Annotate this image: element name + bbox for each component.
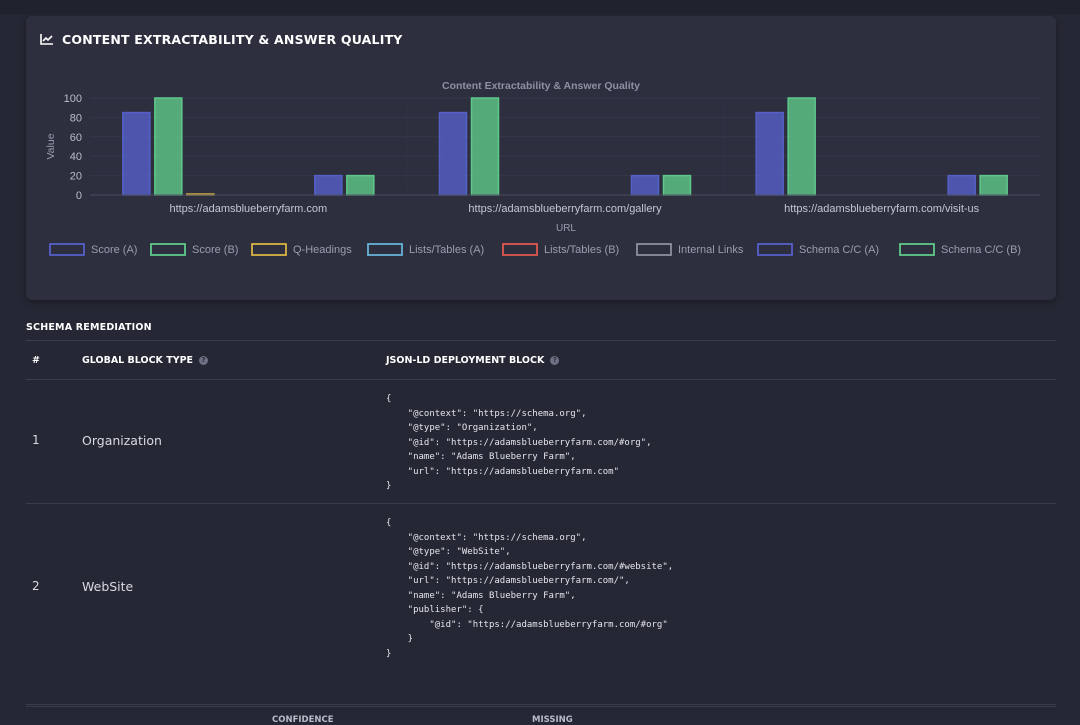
y-tick-label: 100: [64, 93, 82, 105]
y-axis-label: Value: [45, 133, 57, 159]
top-bar: [0, 0, 1080, 14]
legend-label: Lists/Tables (A): [409, 244, 484, 256]
y-tick-label: 0: [76, 190, 82, 202]
legend-label: Schema C/C (A): [799, 244, 879, 256]
table-row: 1 Organization { "@context": "https://sc…: [26, 380, 1056, 504]
legend-swatch-score-b-: [151, 244, 185, 255]
legend-swatch-score-a-: [50, 244, 84, 255]
bar-schema-c-c-a-: [632, 176, 659, 195]
column-header-deployment[interactable]: JSON-LD DEPLOYMENT BLOCK ?: [386, 355, 559, 366]
schema-remediation-title: SCHEMA REMEDIATION: [26, 322, 152, 333]
legend-swatch-schema-c-c-a-: [758, 244, 792, 255]
column-deployment-label: JSON-LD DEPLOYMENT BLOCK: [386, 355, 544, 366]
bar-score-a-: [440, 113, 467, 195]
bar-schema-c-c-b-: [347, 176, 374, 195]
x-tick-label: https://adamsblueberryfarm.com: [169, 203, 327, 215]
confidence-header: CONFIDENCE: [272, 715, 334, 725]
chart-title: Content Extractability & Answer Quality: [442, 80, 640, 92]
json-ld-code-block[interactable]: { "@context": "https://schema.org", "@ty…: [386, 516, 673, 661]
legend-swatch-q-headings: [252, 244, 286, 255]
bar-schema-c-c-a-: [948, 176, 975, 195]
bar-schema-c-c-b-: [980, 176, 1007, 195]
legend-label: Lists/Tables (B): [544, 244, 619, 256]
bar-schema-c-c-a-: [315, 176, 342, 195]
x-tick-label: https://adamsblueberryfarm.com/visit-us: [784, 203, 980, 215]
bar-score-b-: [155, 98, 182, 195]
help-icon[interactable]: ?: [550, 356, 559, 365]
next-table-header: CONFIDENCE MISSING: [26, 704, 1056, 725]
bar-score-b-: [472, 98, 499, 195]
bar-score-a-: [123, 113, 150, 195]
schema-table-header: # GLOBAL BLOCK TYPE ? JSON-LD DEPLOYMENT…: [26, 340, 1056, 380]
bar-score-b-: [788, 98, 815, 195]
legend-swatch-lists-tables-a-: [368, 244, 402, 255]
help-icon[interactable]: ?: [199, 356, 208, 365]
y-tick-label: 60: [70, 132, 82, 144]
legend-label: Score (B): [192, 244, 238, 256]
y-tick-label: 20: [70, 171, 82, 183]
row-number: 1: [32, 433, 40, 447]
schema-table: # GLOBAL BLOCK TYPE ? JSON-LD DEPLOYMENT…: [26, 340, 1056, 707]
bar-score-a-: [756, 113, 783, 195]
extractability-bar-chart: Content Extractability & Answer Quality 0…: [26, 16, 1056, 300]
y-tick-label: 80: [70, 112, 82, 124]
table-row: 2 WebSite { "@context": "https://schema.…: [26, 504, 1056, 707]
column-block-type-label: GLOBAL BLOCK TYPE: [82, 355, 193, 366]
bar-schema-c-c-b-: [664, 176, 691, 195]
legend-label: Schema C/C (B): [941, 244, 1021, 256]
x-tick-label: https://adamsblueberryfarm.com/gallery: [468, 203, 662, 215]
legend-swatch-schema-c-c-b-: [900, 244, 934, 255]
content-extractability-card: CONTENT EXTRACTABILITY & ANSWER QUALITY …: [26, 16, 1056, 300]
column-header-num: #: [32, 355, 40, 366]
block-type: Organization: [82, 433, 162, 448]
legend-label: Score (A): [91, 244, 137, 256]
json-ld-code-block[interactable]: { "@context": "https://schema.org", "@ty…: [386, 392, 652, 494]
legend-label: Q-Headings: [293, 244, 352, 256]
legend-swatch-internal-links: [637, 244, 671, 255]
column-header-block-type[interactable]: GLOBAL BLOCK TYPE ?: [82, 355, 208, 366]
column-num-label: #: [32, 355, 40, 366]
x-axis-label: URL: [556, 223, 576, 234]
row-number: 2: [32, 579, 40, 593]
legend-swatch-lists-tables-b-: [503, 244, 537, 255]
y-tick-label: 40: [70, 151, 82, 163]
legend-label: Internal Links: [678, 244, 744, 256]
missing-header: MISSING: [532, 715, 573, 725]
block-type: WebSite: [82, 579, 133, 594]
